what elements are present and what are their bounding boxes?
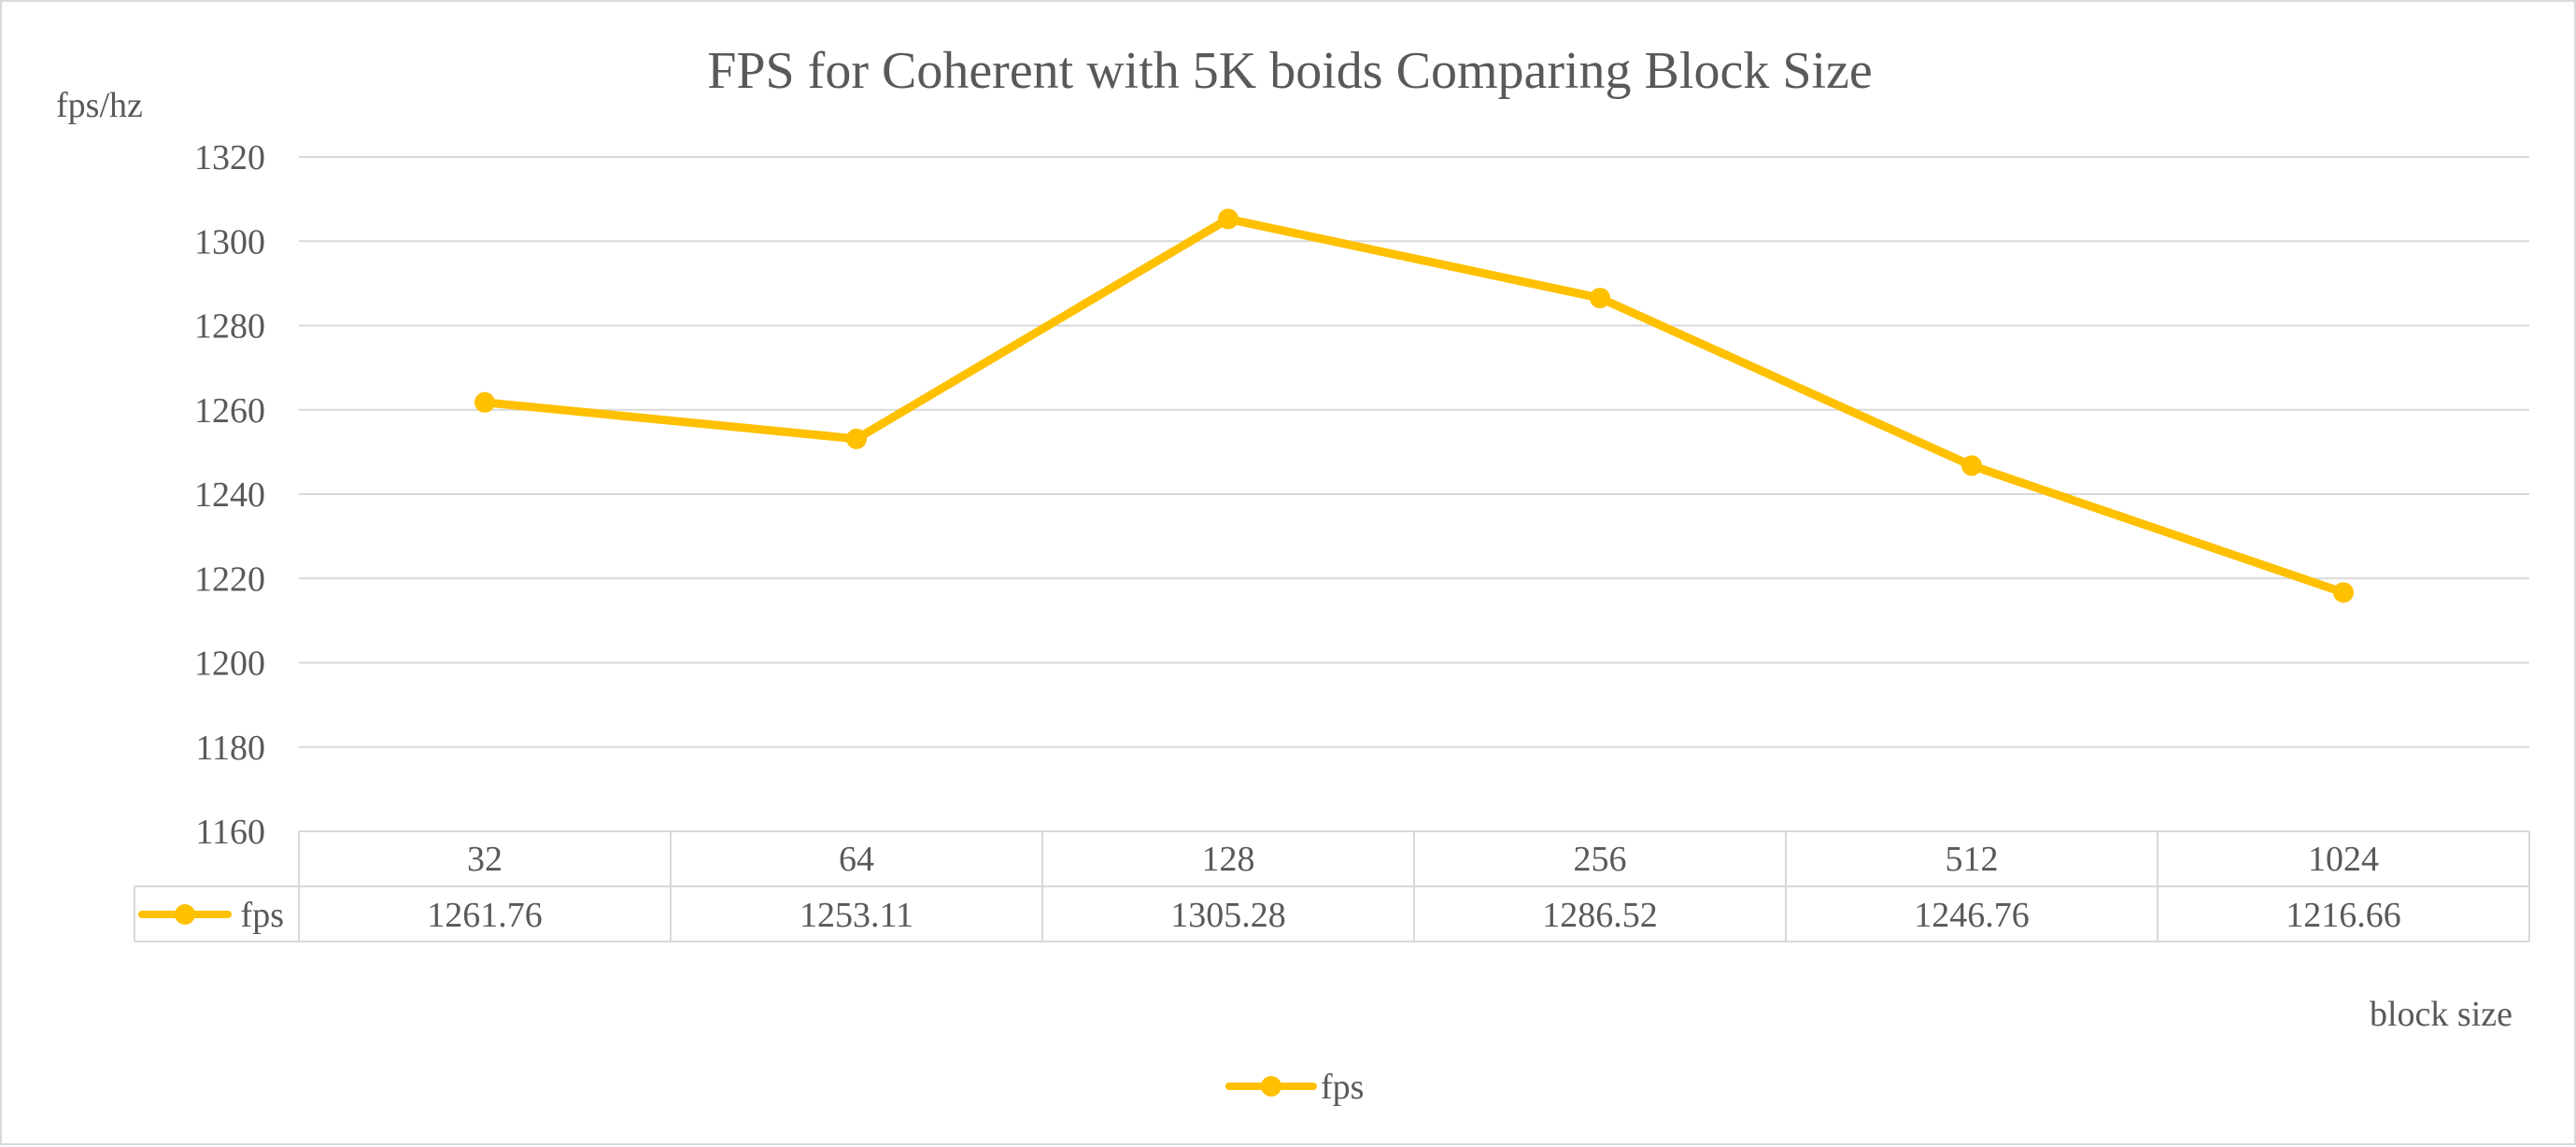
- data-point-256: [1590, 288, 1610, 309]
- y-tick-label-1260: 1260: [194, 391, 265, 431]
- data-point-128: [1218, 208, 1238, 230]
- table-value-32: 1261.76: [427, 896, 543, 935]
- table-value-512: 1246.76: [1914, 896, 2030, 935]
- x-category-label-256: 256: [1574, 840, 1627, 879]
- data-point-32: [474, 391, 495, 413]
- y-tick-label-1300: 1300: [194, 222, 265, 262]
- legend-marker-fps: [1261, 1076, 1281, 1097]
- table-series-name: fps: [241, 896, 284, 935]
- x-category-label-1024: 1024: [2308, 840, 2379, 879]
- chart-title: FPS for Coherent with 5K boids Comparing…: [707, 42, 1873, 100]
- y-tick-label-1320: 1320: [194, 138, 265, 177]
- data-point-512: [1961, 455, 1982, 476]
- series-fps: [474, 208, 2354, 603]
- y-tick-label-1200: 1200: [194, 644, 265, 684]
- table-value-256: 1286.52: [1542, 896, 1658, 935]
- y-tick-labels: 1160 1180 1200 1220 1240 1260 1280 1300 1320: [194, 138, 265, 852]
- x-category-label-64: 64: [839, 840, 874, 879]
- x-category-label-32: 32: [467, 840, 502, 879]
- table-legend-marker: [175, 904, 195, 925]
- legend: fps: [1225, 1068, 1364, 1107]
- data-point-64: [846, 428, 867, 449]
- x-category-label-512: 512: [1946, 840, 1999, 879]
- data-point-1024: [2333, 582, 2354, 603]
- x-category-label-128: 128: [1202, 840, 1255, 879]
- legend-label-fps: fps: [1321, 1068, 1364, 1107]
- y-tick-label-1240: 1240: [194, 475, 265, 515]
- y-tick-label-1180: 1180: [195, 729, 265, 768]
- data-table: 32 64 128 256 512 1024 fps 1261.76 1253.11 1305.2…: [134, 830, 2530, 942]
- y-tick-label-1280: 1280: [194, 307, 265, 347]
- y-tick-label-1220: 1220: [194, 559, 265, 599]
- y-tick-label-1160: 1160: [195, 813, 265, 852]
- table-value-128: 1305.28: [1170, 896, 1286, 935]
- gridlines: [299, 156, 2529, 748]
- x-axis-title: block size: [2370, 995, 2512, 1034]
- table-value-64: 1253.11: [800, 896, 913, 935]
- y-axis-title: fps/hz: [56, 86, 143, 125]
- series-line-fps: [480, 214, 2348, 597]
- table-value-1024: 1216.66: [2286, 896, 2401, 935]
